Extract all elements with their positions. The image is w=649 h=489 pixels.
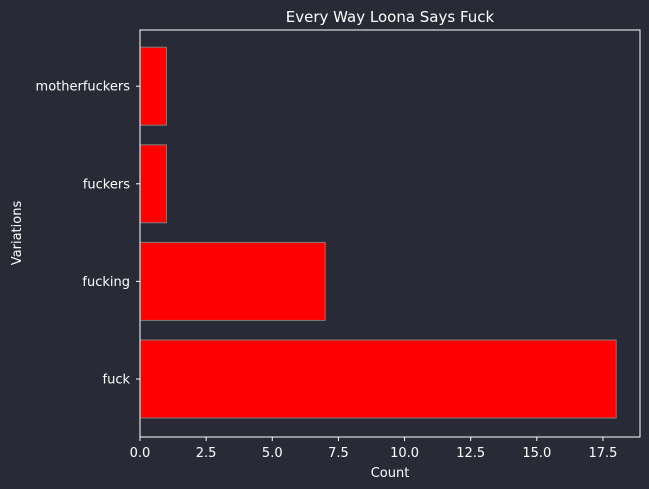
y-tick-label: motherfuckers: [36, 80, 131, 95]
x-tick-label: 7.5: [328, 446, 349, 461]
y-tick-label: fuck: [103, 373, 131, 388]
bar-fucking: [139, 241, 326, 321]
bar-fuckers: [139, 144, 167, 224]
chart-title: Every Way Loona Says Fuck: [286, 8, 495, 26]
x-tick-label: 15.0: [522, 446, 551, 461]
x-axis-label: Count: [371, 466, 410, 481]
bar-fuck: [139, 339, 617, 419]
bar-motherfuckers: [139, 46, 167, 126]
x-ticks: 0.0 2.5 5.0 7.5 10.0 12.5 15.0 17.5: [130, 437, 617, 461]
y-tick-label: fuckers: [83, 177, 130, 192]
plot-frame: [139, 29, 641, 438]
bars: [139, 46, 617, 419]
y-tick-label: fucking: [82, 275, 130, 290]
x-tick-label: 12.5: [456, 446, 485, 461]
x-tick-label: 5.0: [262, 446, 283, 461]
y-ticks: fuck fucking fuckers motherfuckers: [36, 80, 140, 388]
x-tick-label: 2.5: [196, 446, 217, 461]
x-tick-label: 10.0: [390, 446, 419, 461]
x-tick-label: 0.0: [130, 446, 151, 461]
x-tick-label: 17.5: [588, 446, 617, 461]
y-axis-label: Variations: [10, 201, 25, 266]
